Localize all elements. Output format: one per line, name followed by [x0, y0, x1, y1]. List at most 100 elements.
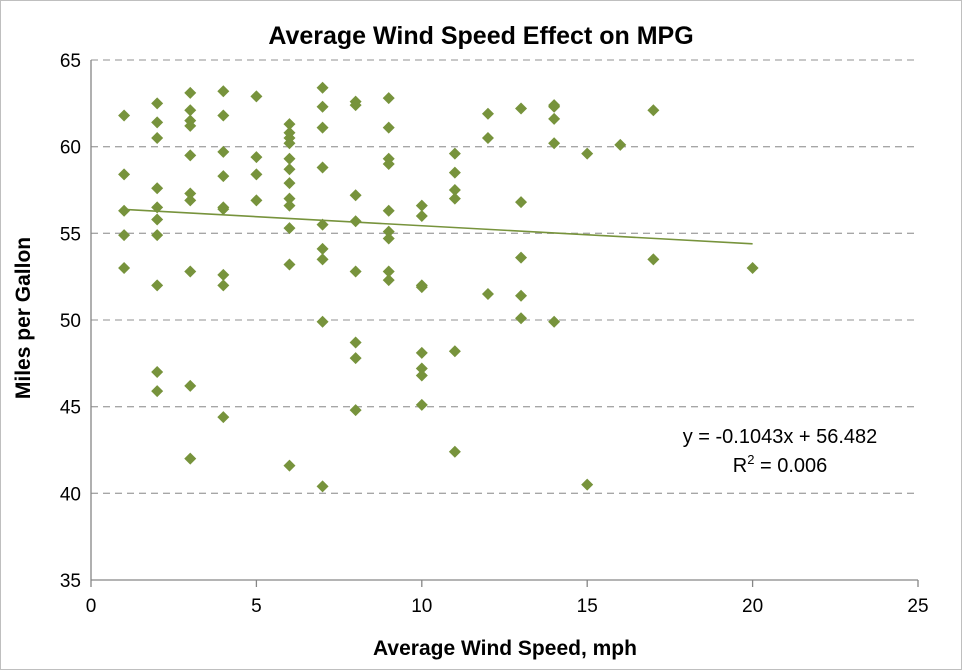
- data-point: [382, 204, 395, 217]
- data-point: [647, 253, 660, 266]
- data-point: [217, 109, 230, 122]
- data-point: [151, 385, 164, 398]
- r-squared-label: R2 = 0.006: [733, 452, 828, 477]
- data-point: [415, 369, 428, 382]
- data-point: [184, 194, 197, 207]
- data-point: [283, 137, 296, 150]
- data-point: [250, 194, 263, 207]
- trendline-group: [124, 208, 753, 245]
- data-point: [316, 81, 329, 94]
- data-point: [151, 279, 164, 292]
- data-point: [349, 404, 362, 417]
- data-point: [184, 265, 197, 278]
- data-point: [349, 189, 362, 202]
- data-point: [283, 118, 296, 131]
- r-squared-superscript: 2: [747, 452, 754, 467]
- data-point: [316, 480, 329, 493]
- x-tick-10: 10: [411, 596, 432, 617]
- data-point: [349, 215, 362, 228]
- data-point: [184, 187, 197, 200]
- data-point: [184, 149, 197, 162]
- data-point: [283, 258, 296, 271]
- data-point: [548, 137, 561, 150]
- data-point: [382, 92, 395, 105]
- data-point: [151, 213, 164, 226]
- data-point: [548, 112, 561, 125]
- data-point: [250, 168, 263, 181]
- data-point: [316, 253, 329, 266]
- data-point: [481, 107, 494, 120]
- data-point: [184, 86, 197, 99]
- data-point: [283, 163, 296, 176]
- data-point: [118, 262, 131, 274]
- y-tick-65: 65: [60, 51, 81, 72]
- y-tick-55: 55: [60, 224, 81, 245]
- data-point: [349, 352, 362, 365]
- x-tick-25: 25: [907, 596, 928, 617]
- data-point: [217, 170, 230, 183]
- y-tick-60: 60: [60, 138, 81, 159]
- data-point: [283, 177, 296, 190]
- data-point: [382, 121, 395, 134]
- data-point: [250, 90, 263, 103]
- data-point: [283, 192, 296, 205]
- data-point: [151, 182, 164, 195]
- data-point: [647, 104, 660, 117]
- data-point: [515, 289, 528, 302]
- data-point: [448, 166, 461, 179]
- data-point: [581, 478, 594, 491]
- data-point: [382, 158, 395, 170]
- x-tick-20: 20: [742, 596, 763, 617]
- data-point: [481, 288, 494, 300]
- y-tick-50: 50: [60, 311, 81, 332]
- data-point: [349, 99, 362, 112]
- trendline: [124, 208, 753, 245]
- x-tick-5: 5: [251, 596, 262, 617]
- data-point: [283, 199, 296, 212]
- data-point: [481, 132, 494, 144]
- data-point: [151, 97, 164, 110]
- data-point: [151, 366, 164, 378]
- data-point: [184, 452, 197, 465]
- data-point: [118, 204, 131, 217]
- data-point: [548, 315, 561, 328]
- data-point: [515, 251, 528, 264]
- data-point: [217, 279, 230, 292]
- data-point: [382, 225, 395, 238]
- data-point: [415, 362, 428, 375]
- chart-title: Average Wind Speed Effect on MPG: [268, 22, 693, 50]
- data-point: [316, 315, 329, 328]
- data-point: [448, 184, 461, 196]
- data-point: [746, 262, 759, 274]
- data-point: [515, 102, 528, 115]
- y-tick-35: 35: [60, 571, 81, 592]
- data-point: [217, 145, 230, 158]
- data-point: [250, 151, 263, 164]
- data-point: [184, 119, 197, 132]
- x-axis-label: Average Wind Speed, mph: [373, 637, 637, 660]
- data-point: [415, 210, 428, 222]
- data-point: [415, 346, 428, 359]
- data-point: [415, 199, 428, 212]
- trendline-equation: y = -0.1043x + 56.482: [683, 426, 878, 448]
- data-point: [515, 312, 528, 325]
- x-tick-15: 15: [577, 596, 598, 617]
- data-point: [151, 132, 164, 144]
- data-point: [151, 116, 164, 129]
- data-point: [448, 192, 461, 205]
- data-point: [217, 268, 230, 281]
- data-point: [283, 459, 296, 472]
- x-tick-labels: 0 5 10 15 20 25: [86, 596, 929, 617]
- data-point: [515, 196, 528, 209]
- data-point: [184, 379, 197, 392]
- data-point: [415, 398, 428, 411]
- gridlines: [91, 59, 918, 494]
- data-point: [151, 229, 164, 242]
- data-point: [217, 85, 230, 98]
- r-squared-value: = 0.006: [754, 455, 827, 477]
- data-point: [614, 138, 627, 151]
- data-point: [316, 100, 329, 113]
- x-tick-0: 0: [86, 596, 97, 617]
- data-point: [415, 281, 428, 294]
